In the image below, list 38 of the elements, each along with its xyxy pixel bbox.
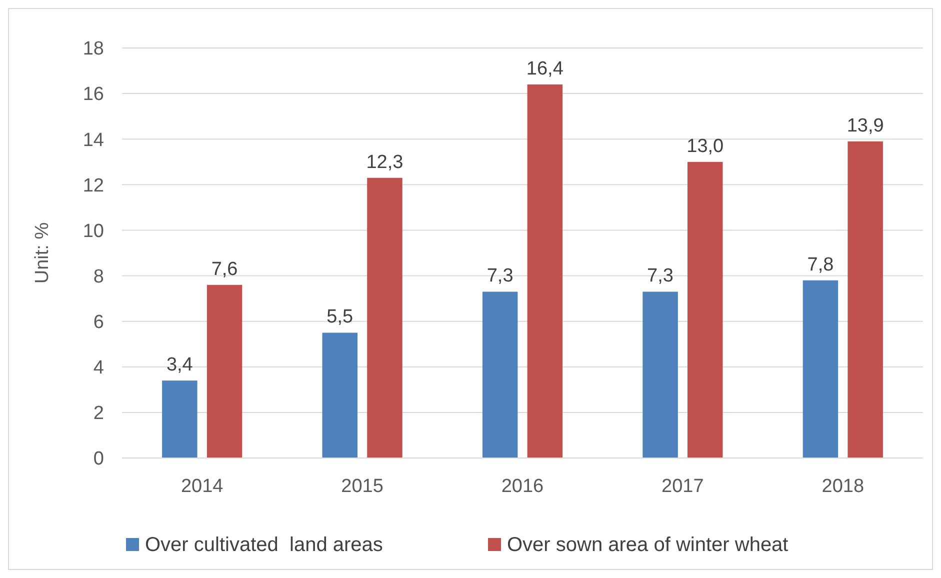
- bar: [527, 84, 563, 458]
- bar: [162, 380, 198, 458]
- x-tick-label: 2014: [180, 476, 224, 497]
- legend-label: Over cultivated land areas: [145, 534, 383, 556]
- x-tick-label: 2016: [501, 476, 544, 497]
- y-axis-title: Unit: %: [32, 222, 53, 284]
- data-label: 3,4: [166, 354, 194, 376]
- y-tick-label: 6: [93, 312, 104, 333]
- y-tick-label: 12: [82, 175, 104, 196]
- bar: [482, 292, 518, 458]
- data-label: 5,5: [326, 306, 354, 328]
- y-tick-label: 18: [82, 38, 104, 60]
- bar: [322, 332, 358, 458]
- data-label: 16,4: [526, 58, 564, 80]
- bar: [642, 292, 678, 458]
- data-label: 13,9: [846, 115, 884, 136]
- x-tick-label: 2015: [341, 476, 384, 497]
- y-tick-label: 4: [93, 358, 104, 379]
- bar: [367, 178, 402, 458]
- bar: [206, 284, 242, 458]
- data-label: 7,8: [807, 254, 834, 276]
- data-label: 7,3: [647, 266, 674, 287]
- y-tick-label: 16: [82, 84, 104, 106]
- bar: [848, 141, 883, 458]
- bar: [802, 280, 838, 458]
- x-tick-label: 2018: [822, 476, 864, 497]
- y-tick-label: 10: [82, 220, 104, 242]
- legend-label: Over sown area of winter wheat: [507, 534, 789, 556]
- x-tick-label: 2017: [662, 476, 704, 497]
- data-label: 7,3: [486, 266, 514, 287]
- data-label: 7,6: [211, 258, 238, 280]
- y-tick-label: 0: [93, 448, 104, 470]
- y-tick-label: 8: [93, 266, 104, 288]
- y-tick-label: 14: [82, 130, 104, 151]
- y-tick-label: 2: [93, 403, 104, 424]
- data-label: 12,3: [366, 152, 404, 173]
- data-label: 13,0: [686, 136, 724, 157]
- bar: [688, 162, 723, 458]
